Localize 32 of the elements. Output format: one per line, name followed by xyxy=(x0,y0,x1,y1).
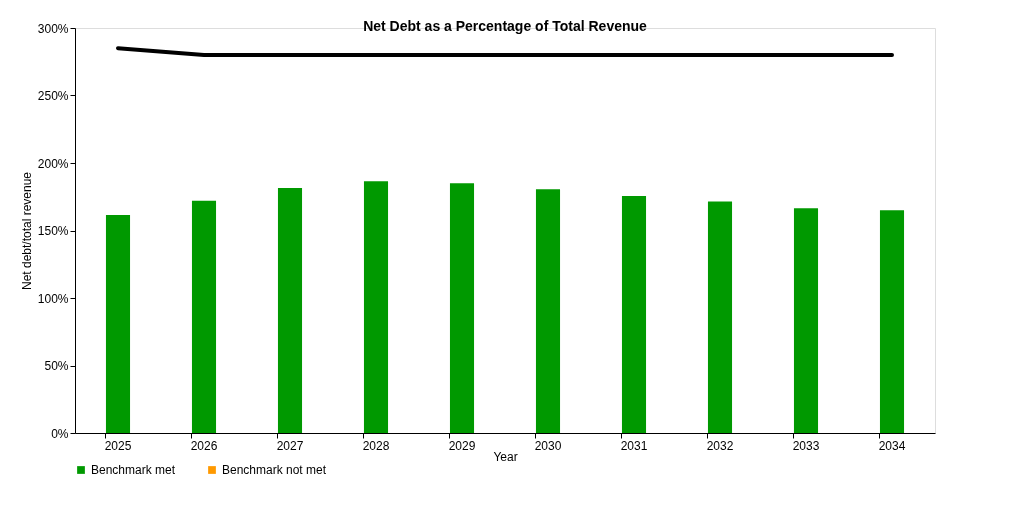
x-tick-label: 2032 xyxy=(706,438,734,453)
y-axis-title: Net debt/total revenue xyxy=(19,171,34,291)
x-tick-label: 2026 xyxy=(190,438,218,453)
bar xyxy=(277,187,303,433)
bar xyxy=(793,208,819,433)
bar xyxy=(105,214,131,433)
legend-label: Benchmark met xyxy=(91,463,176,477)
x-tick-label: 2031 xyxy=(620,438,648,453)
bar xyxy=(363,181,389,433)
legend-label: Benchmark not met xyxy=(222,463,327,477)
x-tick-label: 2029 xyxy=(448,438,476,453)
bar xyxy=(707,201,733,433)
x-tick-label: 2034 xyxy=(878,438,906,453)
bar xyxy=(535,189,561,433)
y-tick-label: 200% xyxy=(37,156,69,171)
y-tick-label: 300% xyxy=(37,21,69,36)
x-tick-label: 2027 xyxy=(276,438,304,453)
x-axis-title: Year xyxy=(493,449,518,464)
chart-title: Net Debt as a Percentage of Total Revenue xyxy=(363,18,648,34)
x-tick-label: 2030 xyxy=(534,438,562,453)
bar xyxy=(449,183,475,433)
y-tick-label: 250% xyxy=(37,89,69,103)
bar xyxy=(879,210,905,433)
y-tick-label: 100% xyxy=(37,291,69,306)
x-tick-label: 2033 xyxy=(792,438,820,453)
y-tick-label: 0% xyxy=(51,426,69,441)
y-tick-label: 150% xyxy=(37,224,69,238)
y-tick-label: 50% xyxy=(44,359,69,373)
bar xyxy=(191,200,217,433)
bar xyxy=(621,196,647,433)
x-tick-label: 2028 xyxy=(362,438,390,453)
x-tick-label: 2025 xyxy=(104,438,132,453)
